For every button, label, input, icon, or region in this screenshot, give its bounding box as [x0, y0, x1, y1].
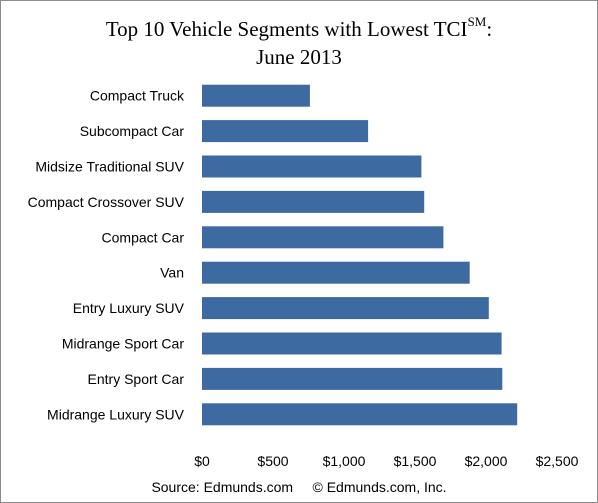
- bar: [202, 84, 310, 107]
- x-tick-label: $2,500: [536, 453, 579, 469]
- bar: [202, 367, 503, 390]
- chart-title-line2: June 2013: [256, 45, 342, 69]
- bar: [202, 261, 470, 284]
- bar: [202, 226, 444, 249]
- y-tick-label: Entry Sport Car: [88, 371, 185, 387]
- bar: [202, 190, 425, 213]
- y-tick-label: Midrange Luxury SUV: [47, 406, 185, 422]
- y-tick-label: Midsize Traditional SUV: [35, 159, 184, 175]
- bar: [202, 120, 369, 143]
- y-tick-label: Compact Truck: [90, 88, 185, 104]
- y-tick-label: Compact Car: [102, 229, 185, 245]
- y-tick-label: Van: [160, 265, 184, 281]
- y-tick-label: Entry Luxury SUV: [73, 300, 185, 316]
- chart-title-superscript: SM: [467, 14, 487, 29]
- x-tick-label: $500: [257, 453, 288, 469]
- y-tick-label: Subcompact Car: [80, 123, 185, 139]
- chart-title-line1: Top 10 Vehicle Segments with Lowest TCIS…: [0, 10, 598, 43]
- bar: [202, 297, 489, 320]
- y-tick-label: Midrange Sport Car: [62, 336, 185, 352]
- chart-footer: Source: Edmunds.com © Edmunds.com, Inc.: [0, 479, 598, 495]
- x-tick-label: $2,000: [465, 453, 508, 469]
- y-tick-label: Compact Crossover SUV: [28, 194, 185, 210]
- source-credit: Source: Edmunds.com: [151, 479, 294, 495]
- copyright-notice: © Edmunds.com, Inc.: [312, 479, 447, 495]
- bar: [202, 403, 518, 426]
- chart-title-main: Top 10 Vehicle Segments with Lowest TCI: [105, 17, 468, 41]
- x-tick-label: $1,000: [323, 453, 366, 469]
- x-tick-label: $1,500: [394, 453, 437, 469]
- chart-title: Top 10 Vehicle Segments with Lowest TCIS…: [0, 10, 598, 71]
- bar: [202, 332, 502, 355]
- x-tick-label: $0: [194, 453, 210, 469]
- bar: [202, 155, 422, 178]
- chart-title-colon: :: [486, 17, 493, 41]
